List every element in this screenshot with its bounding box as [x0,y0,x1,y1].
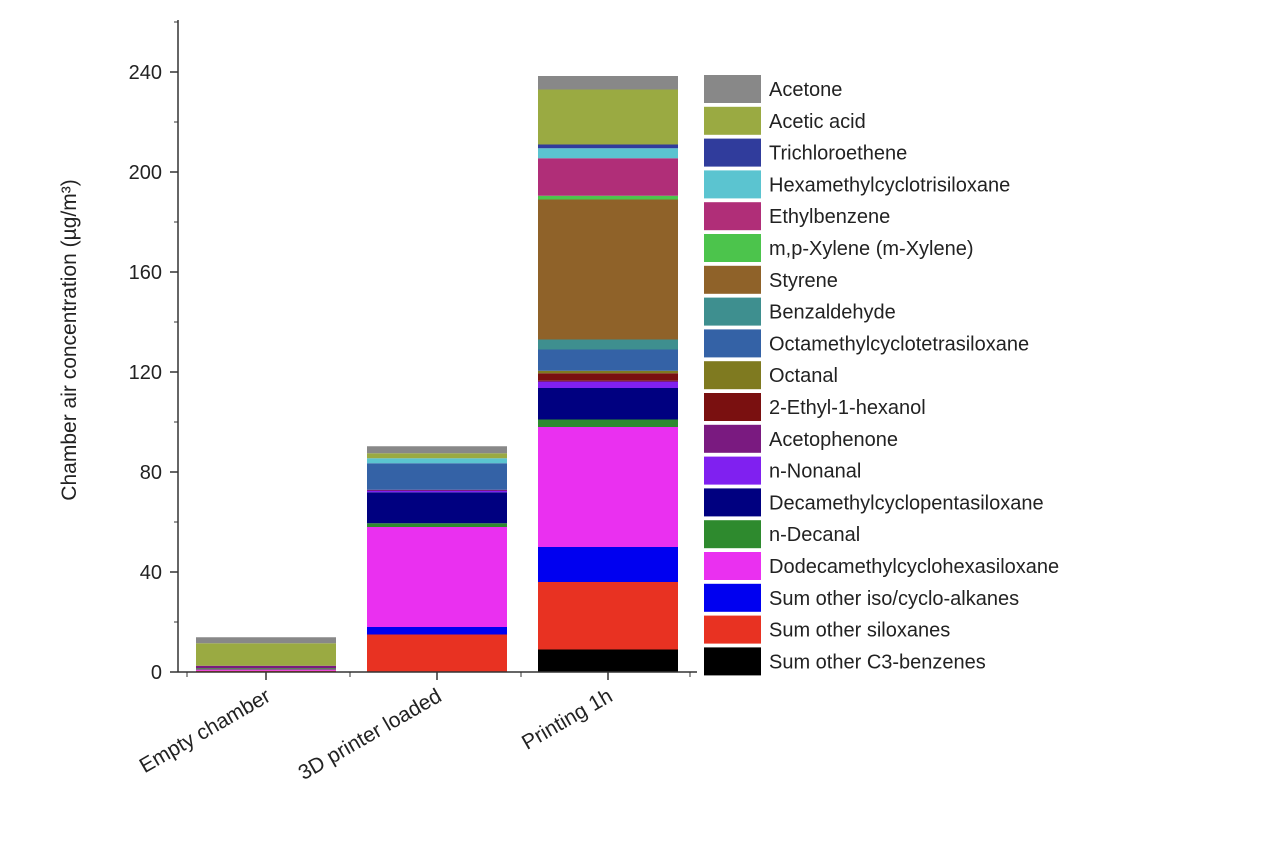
bar-segment [367,491,507,493]
bar-segment [538,547,678,582]
legend-swatch [704,393,761,421]
legend-swatch [704,202,761,231]
legend-label: Benzaldehyde [769,302,896,324]
legend-label: Trichloroethene [769,143,907,165]
bar-segment [538,148,678,159]
legend-label: Acetone [769,79,842,101]
legend-swatch [704,170,761,199]
x-ticks: Empty chamber 3D printer loaded Printing 1… [136,672,691,785]
y-axis-label: Chamber air concentration (µg/m³) [58,179,81,500]
bar-segment [538,373,678,381]
legend-label: Octanal [769,365,838,387]
legend: Acetone Acetic acid Trichloroethene Hexamet… [704,75,1059,676]
legend-label: Sum other siloxanes [769,620,950,642]
legend-label: Octamethylcyclotetrasiloxane [769,333,1029,355]
bar-segment [538,582,678,650]
legend-label: Hexamethylcyclotrisiloxane [769,174,1010,196]
bar-segment [367,634,507,672]
bar-segment [367,446,507,454]
y-tick-label: 120 [129,362,162,384]
legend-swatch [704,265,761,294]
legend-label: Acetophenone [769,429,898,451]
bar-segment [367,453,507,459]
bar-segment [538,382,678,388]
y-ticks: 0 40 80 120 160 200 240 [129,21,178,684]
x-tick-label: Empty chamber [136,684,275,777]
bar-segment [538,195,678,200]
bar-segment [538,427,678,547]
x-tick-label: Printing 1h [518,684,616,754]
bar-segment [538,339,678,350]
legend-label: 2-Ethyl-1-hexanol [769,397,926,419]
bar-segment [196,643,336,666]
legend-swatch [704,488,761,517]
y-tick-label: 80 [140,462,162,484]
legend-label: Decamethylcyclopentasiloxane [769,492,1044,514]
legend-swatch [704,234,761,262]
bar-segment [367,458,507,464]
legend-swatch [704,456,761,485]
bar-segment [538,199,678,340]
legend-label: Styrene [769,270,838,292]
bar-segment [367,523,507,527]
bar-segment [538,89,678,145]
legend-swatch [704,552,761,580]
bar-segment [538,144,678,149]
bar-segment [538,649,678,672]
bars-group [196,76,678,672]
bar-segment [538,419,678,427]
legend-swatch [704,329,761,358]
legend-swatch [704,520,761,549]
y-tick-label: 200 [129,162,162,184]
y-tick-label: 160 [129,262,162,284]
legend-label: Sum other C3-benzenes [769,651,986,673]
legend-label: Dodecamethylcyclohexasiloxane [769,556,1059,578]
bar-segment [196,668,336,670]
legend-swatch [704,647,761,676]
bar-segment [538,158,678,196]
legend-swatch [704,361,761,390]
legend-swatch [704,615,761,644]
y-tick-label: 240 [129,62,162,84]
bar-segment [367,463,507,490]
bar-segment [196,669,336,671]
bar-segment [538,349,678,371]
legend-label: m,p-Xylene (m-Xylene) [769,238,974,260]
legend-label: n-Nonanal [769,461,861,483]
legend-label: Acetic acid [769,111,866,133]
legend-swatch [704,424,761,453]
legend-swatch [704,75,761,103]
bar-segment [367,489,507,491]
legend-label: Ethylbenzene [769,206,890,228]
legend-label: n-Decanal [769,524,860,546]
legend-swatch [704,297,761,326]
bar-segment [367,627,507,635]
bar-segment [538,370,678,374]
bar-segment [367,492,507,524]
legend-swatch [704,106,761,135]
bar-segment [196,665,336,669]
x-tick-label: 3D printer loaded [294,684,445,784]
legend-swatch [704,583,761,612]
bar-segment [196,637,336,644]
bar-segment [538,388,678,420]
bar-segment [367,527,507,627]
legend-swatch [704,138,761,167]
y-tick-label: 40 [140,562,162,584]
legend-label: Sum other iso/cyclo-alkanes [769,588,1019,610]
bar-segment [538,380,678,382]
bar-segment [538,76,678,90]
y-tick-label: 0 [151,662,162,684]
